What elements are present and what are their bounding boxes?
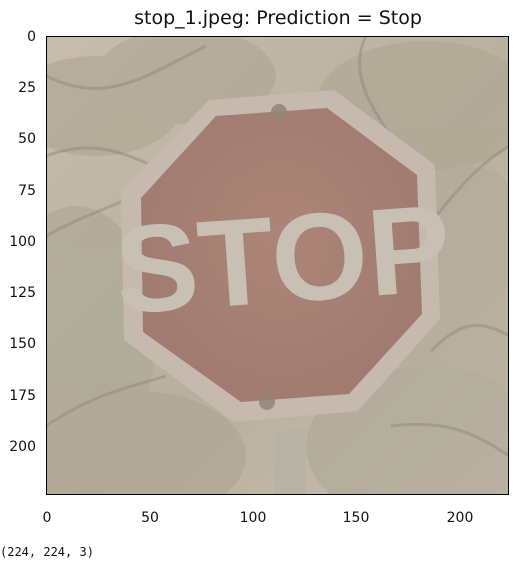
y-tick-label: 125 bbox=[9, 285, 36, 301]
y-tick-label: 25 bbox=[18, 80, 36, 96]
x-tick-label: 200 bbox=[446, 510, 474, 526]
y-tick-label: 75 bbox=[18, 183, 36, 199]
plot-title: stop_1.jpeg: Prediction = Stop bbox=[134, 7, 422, 29]
y-tick-label: 200 bbox=[9, 439, 36, 455]
y-tick-label: 0 bbox=[27, 29, 36, 45]
x-tick-label: 100 bbox=[239, 510, 267, 526]
top-bolt bbox=[271, 104, 287, 120]
y-tick-label: 50 bbox=[18, 131, 36, 147]
tree-foliage bbox=[46, 36, 509, 495]
axes-frame bbox=[46, 36, 509, 495]
y-tick-label: 150 bbox=[9, 336, 36, 352]
stop-sign-face bbox=[141, 108, 422, 402]
bottom-bolt bbox=[259, 394, 275, 410]
x-tick-label: 50 bbox=[141, 510, 159, 526]
stop-sign-text: STOP bbox=[111, 179, 455, 340]
y-tick-label: 100 bbox=[9, 234, 36, 250]
x-tick-label: 0 bbox=[42, 510, 52, 526]
x-tick-label: 150 bbox=[342, 510, 370, 526]
sign-post bbox=[275, 430, 305, 495]
y-tick-label: 175 bbox=[9, 388, 36, 404]
matplotlib-figure: stop_1.jpeg: Prediction = Stop bbox=[9, 7, 509, 526]
console-output-shape: (224, 224, 3) bbox=[0, 545, 94, 559]
stop-sign-image: STOP bbox=[46, 36, 509, 495]
image-axes: STOP bbox=[46, 36, 509, 495]
